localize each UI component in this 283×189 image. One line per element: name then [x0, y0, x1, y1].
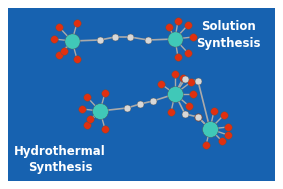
Point — [98, 109, 102, 112]
Point — [57, 26, 61, 29]
Point — [204, 143, 208, 146]
Point — [128, 36, 132, 39]
Point — [189, 81, 193, 84]
Point — [85, 123, 89, 126]
Point — [176, 56, 180, 59]
Point — [103, 128, 107, 131]
Point — [85, 95, 89, 98]
Point — [151, 99, 155, 102]
Point — [57, 53, 61, 57]
Point — [113, 36, 117, 39]
Point — [173, 37, 177, 40]
Point — [75, 22, 79, 25]
Point — [159, 82, 163, 85]
Point — [176, 19, 180, 22]
Point — [196, 115, 200, 119]
FancyBboxPatch shape — [8, 8, 275, 181]
Point — [98, 39, 102, 42]
Text: Solution
Synthesis: Solution Synthesis — [196, 20, 260, 50]
Point — [186, 23, 190, 26]
Point — [181, 77, 185, 80]
Point — [208, 128, 212, 131]
Point — [226, 133, 230, 136]
Point — [226, 125, 230, 129]
Point — [75, 57, 79, 60]
Point — [222, 113, 226, 116]
Point — [173, 92, 177, 95]
Point — [80, 108, 84, 111]
Point — [212, 109, 216, 112]
Point — [191, 92, 195, 95]
Point — [125, 106, 129, 109]
Point — [62, 50, 66, 53]
Point — [183, 77, 187, 81]
Point — [103, 91, 107, 94]
Point — [138, 102, 142, 105]
Point — [88, 118, 92, 121]
Point — [196, 115, 200, 119]
Text: Hydrothermal
Synthesis: Hydrothermal Synthesis — [14, 145, 106, 174]
Point — [186, 51, 190, 54]
Point — [70, 40, 74, 43]
Point — [183, 112, 187, 115]
Point — [52, 37, 56, 40]
Point — [167, 26, 171, 29]
Point — [146, 39, 150, 42]
Point — [173, 73, 177, 76]
Point — [196, 80, 200, 83]
Point — [220, 139, 224, 143]
Point — [191, 36, 195, 39]
Point — [187, 105, 191, 108]
Point — [169, 111, 173, 114]
